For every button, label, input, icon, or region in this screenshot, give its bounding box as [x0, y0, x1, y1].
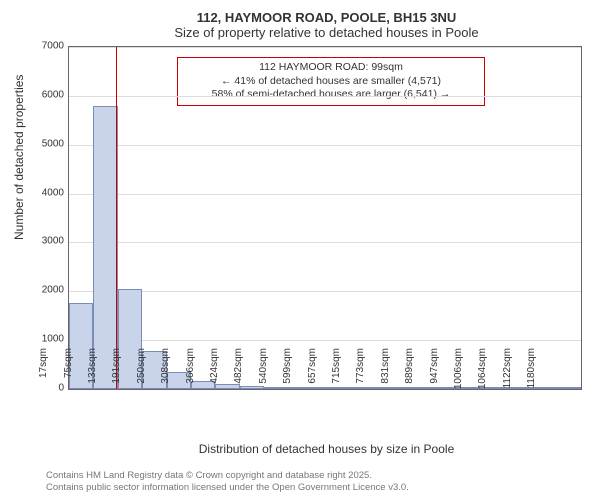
- callout-box: 112 HAYMOOR ROAD: 99sqm ← 41% of detache…: [177, 57, 485, 106]
- x-tick-label: 1180sqm: [526, 348, 537, 392]
- histogram-bar: [557, 387, 581, 389]
- x-tick-label: 191sqm: [111, 348, 122, 392]
- footer-line2: Contains public sector information licen…: [46, 482, 409, 494]
- y-tick-label: 3000: [38, 236, 64, 247]
- x-tick-label: 366sqm: [185, 348, 196, 392]
- y-axis-label: Number of detached properties: [12, 75, 26, 240]
- y-tick-label: 6000: [38, 89, 64, 100]
- x-tick-label: 1006sqm: [453, 348, 464, 392]
- x-tick-label: 482sqm: [233, 348, 244, 392]
- x-axis-label: Distribution of detached houses by size …: [64, 442, 589, 456]
- x-tick-label: 715sqm: [331, 348, 342, 392]
- x-tick-label: 657sqm: [307, 348, 318, 392]
- gridline-h: [69, 47, 581, 48]
- x-tick-label: 250sqm: [136, 348, 147, 392]
- gridline-h: [69, 242, 581, 243]
- y-tick-label: 2000: [38, 285, 64, 296]
- x-tick-label: 1064sqm: [477, 348, 488, 392]
- x-tick-label: 17sqm: [38, 348, 49, 392]
- gridline-h: [69, 96, 581, 97]
- y-tick-label: 1000: [38, 334, 64, 345]
- x-tick-label: 831sqm: [380, 348, 391, 392]
- chart-container: 112, HAYMOOR ROAD, POOLE, BH15 3NU Size …: [64, 10, 589, 430]
- chart-title-line1: 112, HAYMOOR ROAD, POOLE, BH15 3NU: [64, 10, 589, 25]
- gridline-h: [69, 145, 581, 146]
- x-tick-label: 1122sqm: [502, 348, 513, 392]
- x-tick-label: 773sqm: [355, 348, 366, 392]
- x-tick-label: 424sqm: [209, 348, 220, 392]
- histogram-bar: [93, 106, 117, 389]
- x-tick-label: 75sqm: [63, 348, 74, 392]
- callout-line1: 112 HAYMOOR ROAD: 99sqm: [184, 61, 478, 75]
- y-tick-label: 7000: [38, 41, 64, 52]
- gridline-h: [69, 194, 581, 195]
- y-tick-label: 5000: [38, 138, 64, 149]
- plot-area: 112 HAYMOOR ROAD: 99sqm ← 41% of detache…: [68, 46, 582, 390]
- x-tick-label: 133sqm: [87, 348, 98, 392]
- gridline-h: [69, 340, 581, 341]
- callout-line2: ← 41% of detached houses are smaller (4,…: [184, 75, 478, 89]
- marker-line: [116, 47, 117, 389]
- chart-title-line2: Size of property relative to detached ho…: [64, 25, 589, 40]
- x-tick-label: 308sqm: [160, 348, 171, 392]
- gridline-h: [69, 291, 581, 292]
- footer-attribution: Contains HM Land Registry data © Crown c…: [46, 470, 409, 494]
- x-tick-label: 540sqm: [258, 348, 269, 392]
- x-tick-label: 947sqm: [429, 348, 440, 392]
- y-tick-label: 4000: [38, 187, 64, 198]
- footer-line1: Contains HM Land Registry data © Crown c…: [46, 470, 409, 482]
- x-tick-label: 889sqm: [404, 348, 415, 392]
- x-tick-label: 599sqm: [282, 348, 293, 392]
